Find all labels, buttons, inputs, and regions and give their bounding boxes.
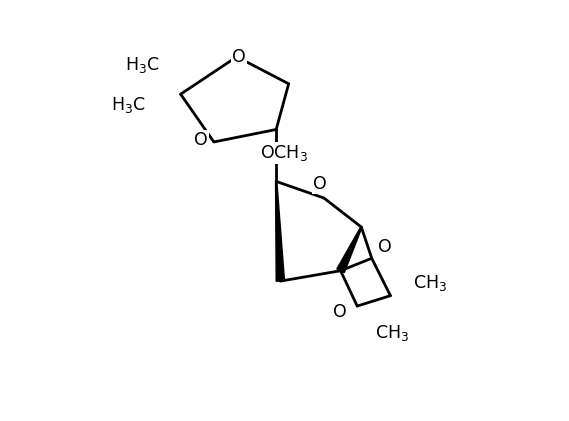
Text: O: O xyxy=(378,238,391,256)
Polygon shape xyxy=(275,181,284,281)
Text: H$_3$C: H$_3$C xyxy=(125,55,160,75)
Text: O: O xyxy=(194,131,208,149)
Text: CH$_3$: CH$_3$ xyxy=(413,273,447,293)
Text: O: O xyxy=(232,48,246,66)
Polygon shape xyxy=(337,227,362,272)
Text: O: O xyxy=(313,175,327,193)
Text: OCH$_3$: OCH$_3$ xyxy=(259,143,307,163)
Text: H$_3$C: H$_3$C xyxy=(110,95,145,115)
Text: O: O xyxy=(333,303,347,321)
Text: CH$_3$: CH$_3$ xyxy=(376,323,410,343)
